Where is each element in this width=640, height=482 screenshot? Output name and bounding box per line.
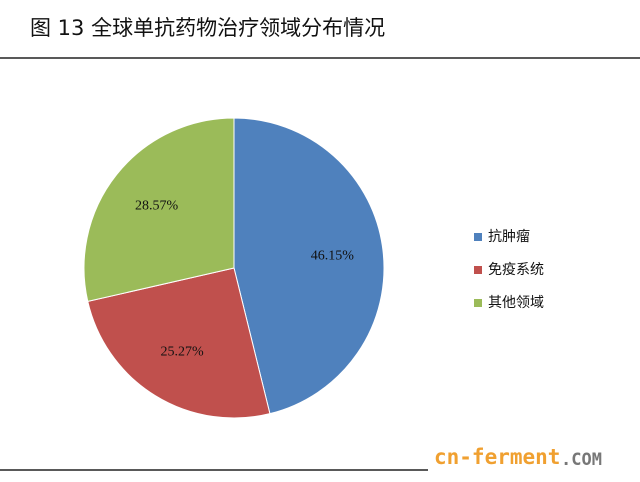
legend-swatch [474, 299, 482, 307]
data-label: 25.27% [160, 344, 204, 359]
legend-swatch [474, 233, 482, 241]
pie-slice [87, 267, 271, 419]
chart-title: 图 13 全球单抗药物治疗领域分布情况 [30, 16, 385, 40]
watermark-site: cn-ferment [434, 445, 560, 469]
legend-swatch [474, 266, 482, 274]
legend-label: 抗肿瘤 [488, 228, 530, 245]
legend-label: 其他领域 [488, 295, 544, 311]
data-label: 28.57% [135, 198, 179, 213]
pie-slice [83, 117, 235, 302]
legend-label: 免疫系统 [488, 262, 544, 278]
watermark-domain: .COM [561, 450, 602, 470]
pie-slice [233, 117, 385, 415]
data-label: 46.15% [311, 248, 355, 263]
